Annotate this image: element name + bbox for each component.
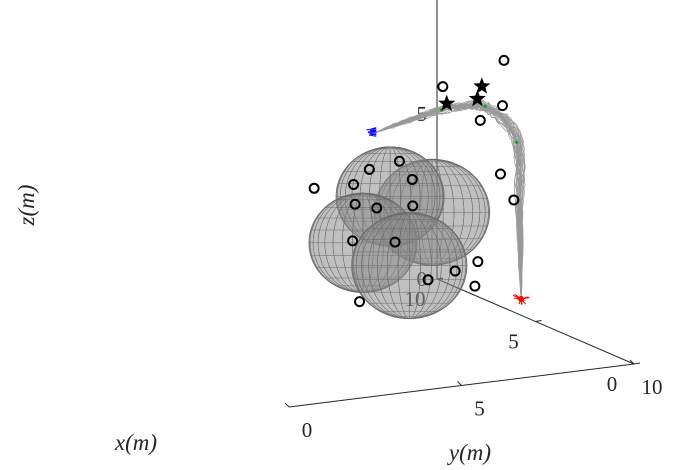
start-marker <box>512 293 530 305</box>
axis-labels: z(m) x(m) y(m) <box>14 185 491 465</box>
obstacle-point <box>363 163 375 175</box>
star-marker <box>438 94 456 111</box>
x-tick-label: 0 <box>607 372 618 396</box>
trajectory-line <box>376 100 523 300</box>
obstacle-sphere <box>351 212 468 320</box>
markers <box>308 54 530 308</box>
goal-marker <box>366 127 377 137</box>
obstacle-point <box>474 114 486 126</box>
x-axis-label: x(m) <box>114 430 157 455</box>
obstacle-spheres <box>308 146 491 320</box>
obstacle-point <box>347 235 359 247</box>
y-tick-label: 5 <box>474 397 485 421</box>
obstacle-point <box>422 274 434 286</box>
z-axis-label: z(m) <box>14 185 39 227</box>
obstacle-point <box>389 236 401 248</box>
trajectory-line <box>376 106 523 300</box>
x-tick-mark <box>535 320 542 322</box>
trajectory-bundle <box>376 98 526 300</box>
y-tick-mark <box>284 402 290 408</box>
obstacle-point <box>393 155 405 167</box>
waypoint-mark <box>515 140 519 144</box>
obstacle-point <box>498 54 510 66</box>
obstacle-point <box>308 182 320 194</box>
obstacle-point <box>472 256 484 268</box>
x-tick-label: 5 <box>508 330 519 354</box>
obstacle-point <box>496 100 508 112</box>
star-marker <box>473 77 491 94</box>
obstacle-point <box>494 168 506 180</box>
star-marker <box>468 89 486 107</box>
y-tick-mark <box>629 359 635 365</box>
y-tick-mark <box>457 381 462 386</box>
obstacle-point <box>469 280 481 292</box>
obstacle-point <box>354 296 366 308</box>
obstacle-point <box>348 179 360 191</box>
obstacle-point <box>508 194 520 206</box>
x-tick-mark <box>633 362 641 365</box>
obstacle-point <box>406 173 418 185</box>
obstacle-point <box>449 265 461 277</box>
y-tick-label: 0 <box>302 418 313 442</box>
obstacle-point <box>349 198 361 210</box>
obstacle-point <box>437 81 449 93</box>
obstacle-point <box>407 200 419 212</box>
obstacle-point <box>371 202 383 214</box>
y-axis-label: y(m) <box>447 440 491 465</box>
y-tick-label: 10 <box>642 375 663 399</box>
waypoint-mark <box>483 104 487 108</box>
